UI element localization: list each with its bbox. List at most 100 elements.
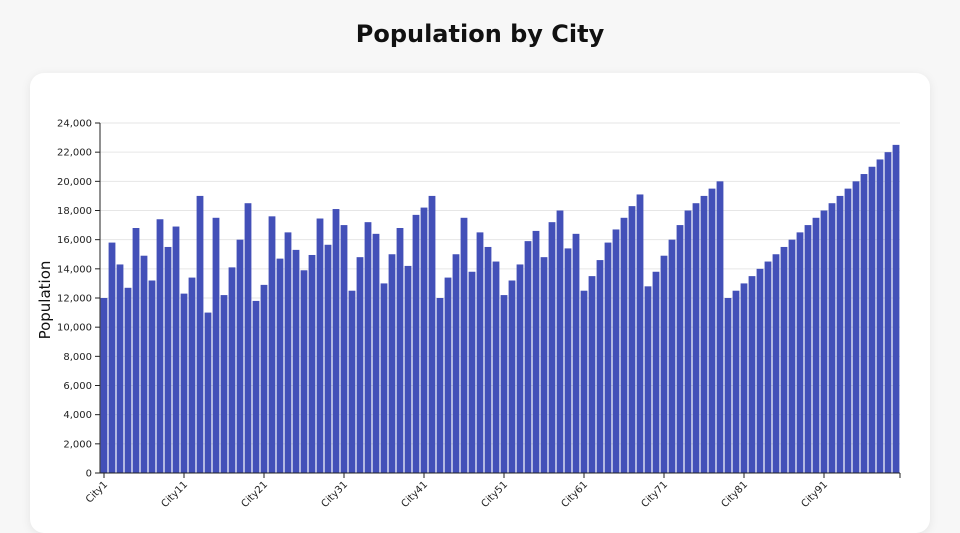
y-tick-label: 12,000 — [57, 294, 92, 305]
bar-city91 — [820, 210, 828, 473]
x-tick-label: City61 — [559, 479, 590, 510]
bar-city72 — [668, 239, 676, 473]
bar-city60 — [572, 233, 580, 473]
bar-city48 — [476, 232, 484, 473]
bar-city11 — [180, 293, 188, 473]
bar-city67 — [628, 206, 636, 473]
page-title: Population by City — [355, 20, 605, 48]
y-tick-label: 4,000 — [63, 410, 92, 421]
bar-city84 — [764, 261, 772, 473]
gridlines — [100, 122, 900, 445]
y-tick-label: 10,000 — [57, 323, 92, 334]
bar-city50 — [492, 261, 500, 473]
x-tick-label: City51 — [479, 479, 510, 510]
bar-city15 — [212, 217, 220, 473]
bar-city7 — [148, 280, 156, 473]
bar-city87 — [788, 239, 796, 473]
x-tick-label: City71 — [639, 479, 670, 510]
bar-city6 — [140, 255, 148, 473]
bar-city37 — [388, 254, 396, 473]
bar-city38 — [396, 228, 404, 473]
y-axis-label: Population — [36, 261, 54, 340]
bar-city100 — [892, 144, 900, 473]
bar-city51 — [500, 295, 508, 473]
bar-city12 — [188, 277, 196, 473]
bar-city10 — [172, 226, 180, 473]
bar-city13 — [196, 195, 204, 473]
bar-city56 — [540, 257, 548, 473]
y-tick-label: 8,000 — [63, 352, 92, 363]
bar-city39 — [404, 265, 412, 473]
bar-city45 — [452, 254, 460, 473]
bar-city33 — [356, 257, 364, 473]
bar-city63 — [596, 260, 604, 473]
bar-city18 — [236, 239, 244, 473]
bar-city30 — [332, 209, 340, 473]
bar-city59 — [564, 248, 572, 473]
y-tick-label: 24,000 — [57, 119, 92, 130]
bar-city66 — [620, 217, 628, 473]
bar-city21 — [260, 284, 268, 473]
bar-city24 — [284, 232, 292, 473]
bar-city36 — [380, 283, 388, 473]
bar-city81 — [740, 283, 748, 473]
bar-city85 — [772, 254, 780, 473]
bar-city34 — [364, 222, 372, 473]
population-bar-chart: 0 2,000 4,000 6,000 8,000 10,000 12,000 14,000 1… — [36, 119, 901, 510]
bar-city94 — [844, 188, 852, 473]
bar-city82 — [748, 276, 756, 473]
bar-city23 — [276, 258, 284, 473]
bar-city31 — [340, 225, 348, 473]
x-tick-label: City41 — [399, 479, 430, 510]
bar-city40 — [412, 214, 420, 473]
y-tick-label: 20,000 — [57, 177, 92, 188]
y-tick-label: 16,000 — [57, 235, 92, 246]
bar-city98 — [876, 159, 884, 473]
bar-city17 — [228, 267, 236, 473]
bar-city95 — [852, 181, 860, 473]
bar-city76 — [700, 195, 708, 473]
bar-city46 — [460, 217, 468, 473]
bar-city2 — [108, 242, 116, 473]
x-tick-label: City21 — [239, 479, 270, 510]
bar-city74 — [684, 210, 692, 473]
bar-city96 — [860, 174, 868, 473]
bar-city70 — [652, 271, 660, 473]
bar-city26 — [300, 270, 308, 473]
bar-city35 — [372, 233, 380, 473]
bar-city57 — [548, 222, 556, 473]
bar-city27 — [308, 254, 316, 473]
bar-city89 — [804, 225, 812, 473]
bars — [100, 144, 900, 474]
bar-city77 — [708, 188, 716, 473]
bar-city9 — [164, 246, 172, 473]
bar-city8 — [156, 219, 164, 473]
bar-city90 — [812, 217, 820, 473]
bar-city58 — [556, 210, 564, 473]
x-tick-label: City81 — [719, 479, 750, 510]
bar-city73 — [676, 225, 684, 473]
bar-city28 — [316, 218, 324, 473]
bar-city1 — [100, 298, 108, 473]
bar-city3 — [116, 264, 124, 473]
bar-city97 — [868, 166, 876, 473]
x-tick-label: City91 — [799, 479, 830, 510]
bar-city19 — [244, 203, 252, 474]
bar-city75 — [692, 203, 700, 474]
bar-city49 — [484, 246, 492, 473]
bar-city52 — [508, 280, 516, 473]
y-tick-label: 18,000 — [57, 206, 92, 217]
bar-city47 — [468, 271, 476, 473]
bar-city78 — [716, 181, 724, 473]
bar-city80 — [732, 290, 740, 473]
x-tick-label: City11 — [159, 479, 190, 510]
bar-city41 — [420, 207, 428, 474]
bar-city65 — [612, 229, 620, 473]
bar-city61 — [580, 290, 588, 473]
bar-city79 — [724, 298, 732, 473]
bar-city99 — [884, 152, 892, 473]
chart-card: 0 2,000 4,000 6,000 8,000 10,000 12,000 14,000 1… — [30, 73, 930, 533]
y-tick-label: 6,000 — [63, 381, 92, 392]
bar-city14 — [204, 312, 212, 473]
bar-city29 — [324, 244, 332, 473]
